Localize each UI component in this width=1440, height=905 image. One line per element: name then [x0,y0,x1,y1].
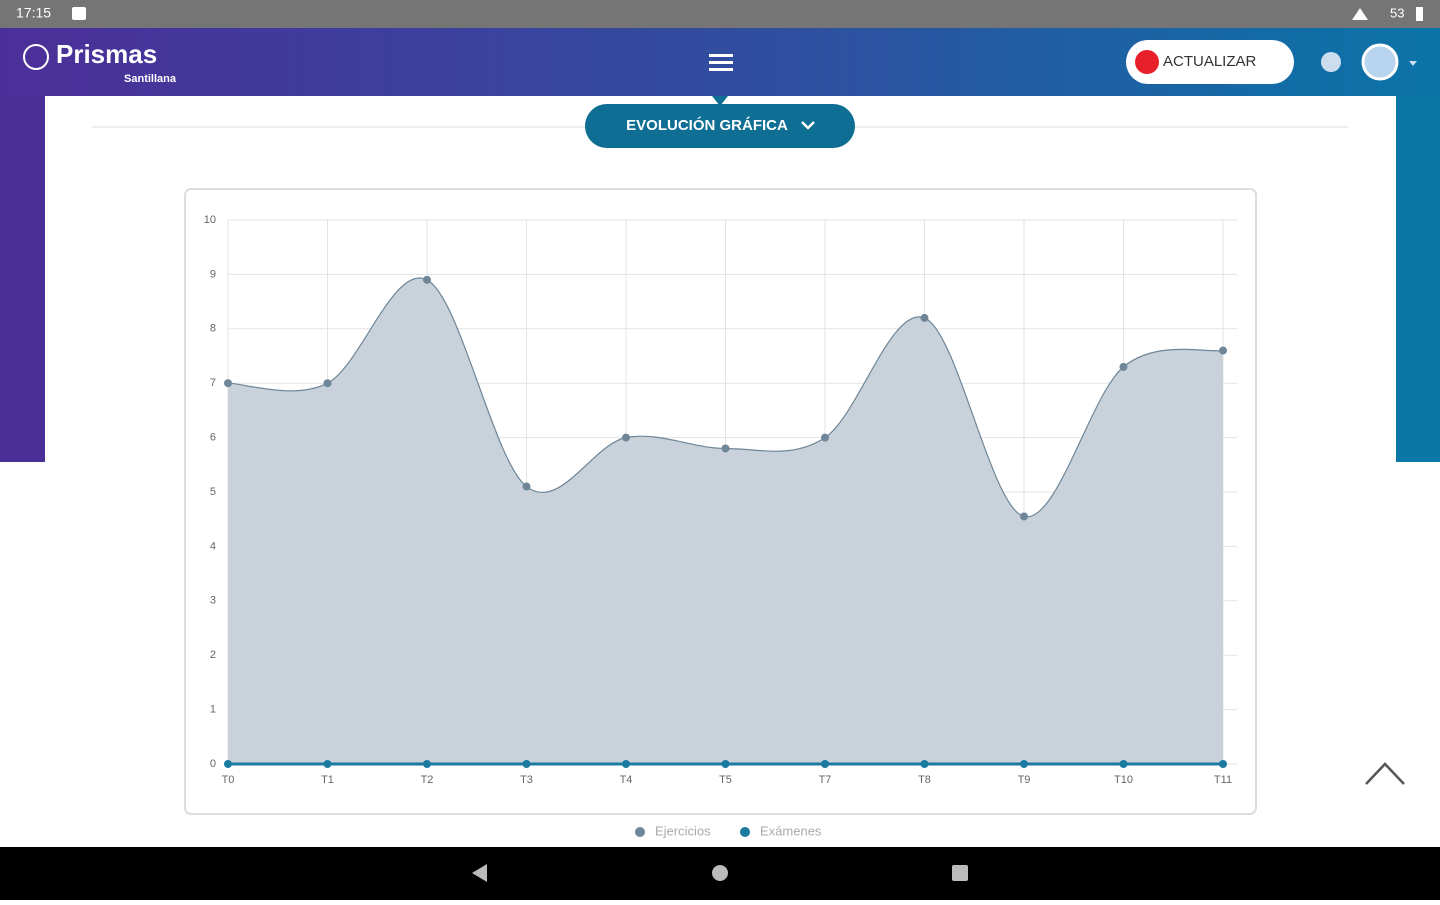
status-time: 17:15 [16,5,51,21]
x-tick-label: T0 [222,774,235,786]
y-tick-label: 0 [210,758,216,770]
update-icon [1135,50,1159,74]
data-point [1119,760,1128,768]
avatar[interactable] [1361,43,1399,81]
left-band [0,96,45,462]
y-tick-label: 8 [210,323,216,335]
data-point [522,760,531,768]
nav-home[interactable] [712,865,728,881]
y-tick-label: 4 [210,540,216,552]
update-button[interactable]: ACTUALIZAR [1126,40,1294,84]
brand-logo [23,44,49,70]
y-tick-label: 3 [210,595,216,607]
data-point [721,444,730,453]
chart: 0 1 2 3 4 5 6 7 8 9 10 T0 T1 T2 T3 T4 T5 T7 T8 T9 T10 T11 [204,214,1237,786]
brand: Prismas [56,39,157,69]
right-band [1396,96,1440,462]
legend-marker [740,827,750,837]
data-point [622,760,630,768]
status-bar [0,0,1440,28]
x-tick-label: T11 [1214,774,1232,786]
data-point [522,482,531,491]
x-tick-label: T8 [918,774,931,786]
dropdown-pointer [712,96,728,106]
x-tick-label: T3 [520,774,533,786]
data-point [323,379,332,388]
y-tick-label: 2 [210,649,216,661]
data-point [224,760,232,768]
section-dropdown[interactable]: EVOLUCIÓN GRÁFICA [585,96,855,148]
y-tick-label: 7 [210,377,216,389]
dropdown-chevron [801,121,815,130]
x-tick-label: T2 [421,774,434,786]
data-point [1020,512,1028,521]
x-tick-label: T7 [819,774,832,786]
legend-label: Exámenes [760,823,822,838]
data-point [1219,760,1227,768]
data-point [423,275,431,284]
help-icon[interactable] [1321,52,1341,72]
x-tick-label: T4 [620,774,633,786]
data-point [323,760,332,768]
data-point [1119,362,1128,371]
nav-back[interactable] [472,864,487,882]
menu-button[interactable] [709,54,733,71]
scroll-top[interactable] [1365,762,1405,785]
data-point [821,760,829,768]
legend: Ejercicios Exámenes [635,823,822,838]
status-icon [72,7,86,20]
update-label: ACTUALIZAR [1163,53,1257,70]
dropdown-label: EVOLUCIÓN GRÁFICA [626,116,788,134]
menu-line [709,68,733,71]
x-tick-label: T9 [1018,774,1031,786]
data-point [920,313,929,322]
legend-marker [635,827,645,837]
legend-label: Ejercicios [655,823,711,838]
battery-level: 53 [1390,5,1404,20]
area-fill [228,277,1223,764]
data-point [920,760,929,768]
y-tick-label: 9 [210,268,216,280]
x-tick-label: T1 [321,774,334,786]
data-point [821,433,829,442]
avatar-caret [1409,61,1417,66]
data-point [1219,346,1227,355]
x-tick-label: T10 [1114,774,1133,786]
y-tick-label: 6 [210,432,216,444]
menu-line [709,54,733,57]
data-point [622,433,630,442]
update-pill [1126,40,1294,84]
data-point [1020,760,1028,768]
data-point [423,760,431,768]
wifi-icon [1352,8,1368,20]
nav-recent[interactable] [952,865,968,881]
data-point [721,760,730,768]
battery-icon [1416,7,1423,21]
y-tick-label: 10 [204,214,216,226]
data-point [224,379,232,388]
x-tick-label: T5 [719,774,732,786]
dropdown-pill [585,104,855,148]
menu-line [709,61,733,64]
y-tick-label: 5 [210,486,216,498]
y-tick-label: 1 [210,704,216,716]
sub-brand: Santillana [124,73,177,85]
